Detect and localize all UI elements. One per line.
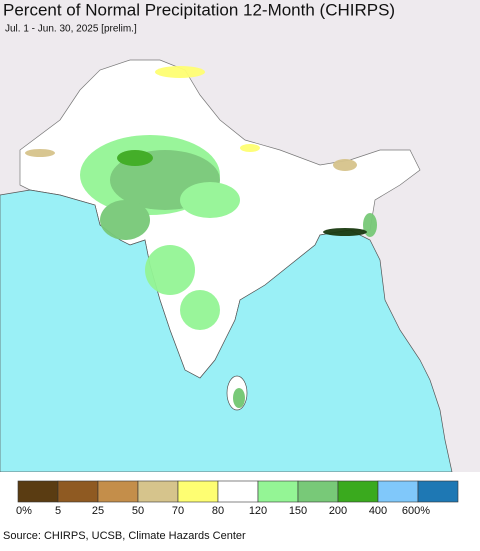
legend-swatch bbox=[337, 480, 379, 503]
title: Percent of Normal Precipitation 12-Month… bbox=[3, 0, 395, 19]
legend-label: 600% bbox=[402, 505, 430, 517]
map bbox=[0, 0, 480, 473]
legend-label: 150 bbox=[289, 505, 307, 517]
source: Source: CHIRPS, UCSB, Climate Hazards Ce… bbox=[3, 530, 246, 542]
legend-label: 25 bbox=[92, 505, 104, 517]
legend-swatch bbox=[417, 480, 459, 503]
legend-swatch bbox=[257, 480, 299, 503]
legend-label: 70 bbox=[172, 505, 184, 517]
sri-lanka-wet bbox=[233, 388, 245, 408]
legend-label: 400 bbox=[369, 505, 387, 517]
legend-label: 5 bbox=[55, 505, 61, 517]
legend-swatch bbox=[57, 480, 99, 503]
legend: 0% 5 25 50 70 80 120 150 200 400 600% bbox=[16, 480, 459, 517]
wet-areas bbox=[25, 66, 377, 330]
legend-swatch bbox=[177, 480, 219, 503]
legend-swatch bbox=[137, 480, 179, 503]
header-bg bbox=[0, 0, 480, 36]
ocean bbox=[0, 189, 453, 473]
legend-swatch bbox=[377, 480, 419, 503]
legend-label: 50 bbox=[132, 505, 144, 517]
legend-label: 200 bbox=[329, 505, 347, 517]
legend-swatch bbox=[297, 480, 339, 503]
legend-label: 80 bbox=[212, 505, 224, 517]
subtitle: Jul. 1 - Jun. 30, 2025 [prelim.] bbox=[5, 24, 137, 35]
legend-label: 0% bbox=[16, 505, 32, 517]
legend-swatch bbox=[217, 480, 259, 503]
legend-swatch bbox=[97, 480, 139, 503]
legend-swatch bbox=[17, 480, 59, 503]
legend-label: 120 bbox=[249, 505, 267, 517]
